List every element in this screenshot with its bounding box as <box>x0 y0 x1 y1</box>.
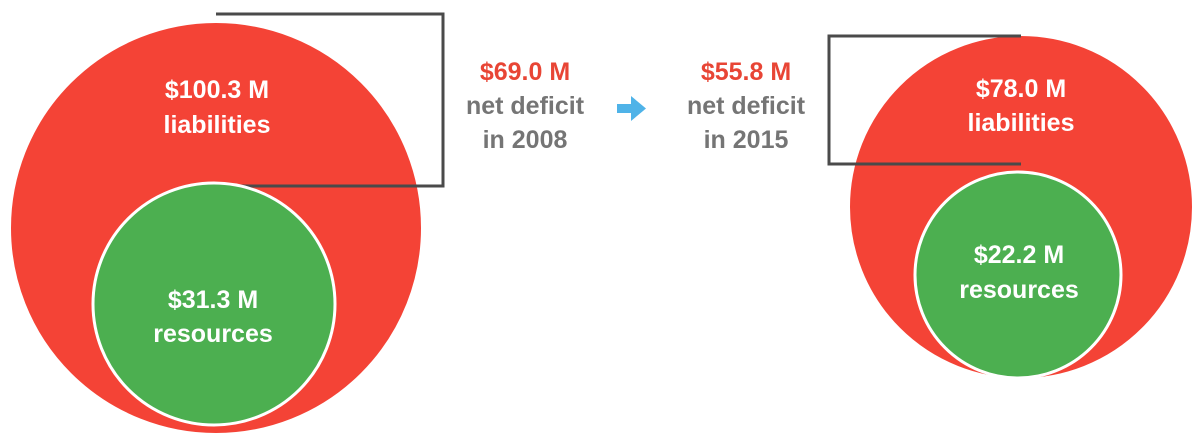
deficit-bracket-2008 <box>216 12 445 188</box>
resources-label-2015: resources <box>959 276 1079 304</box>
deficit-amount-2008: $69.0 M <box>480 58 570 86</box>
arrow-head <box>631 96 646 121</box>
resources-circle-2008 <box>91 181 337 427</box>
liabilities-label-2015: liabilities <box>968 109 1075 137</box>
liabilities-label-2008: liabilities <box>164 111 271 139</box>
resources-circle-2015 <box>913 170 1123 380</box>
deficit-line2-2015: in 2015 <box>704 126 789 154</box>
group-2015: $78.0 M liabilities $22.2 M resources $5… <box>687 34 1194 380</box>
liabilities-amount-2015: $78.0 M <box>976 75 1066 103</box>
arrow-shaft <box>617 104 637 113</box>
resources-label-2008: resources <box>153 320 273 348</box>
arrow-right-icon <box>617 96 646 121</box>
deficit-line1-2008: net deficit <box>466 92 585 120</box>
deficit-line2-2008: in 2008 <box>483 126 568 154</box>
deficit-line1-2015: net deficit <box>687 92 806 120</box>
resources-amount-2008: $31.3 M <box>168 286 258 314</box>
liabilities-amount-2008: $100.3 M <box>165 76 269 104</box>
resources-amount-2015: $22.2 M <box>974 241 1064 269</box>
deficit-bracket-2015 <box>827 34 1021 166</box>
deficit-amount-2015: $55.8 M <box>701 58 791 86</box>
group-2008: $100.3 M liabilities $31.3 M resources $… <box>9 12 585 435</box>
